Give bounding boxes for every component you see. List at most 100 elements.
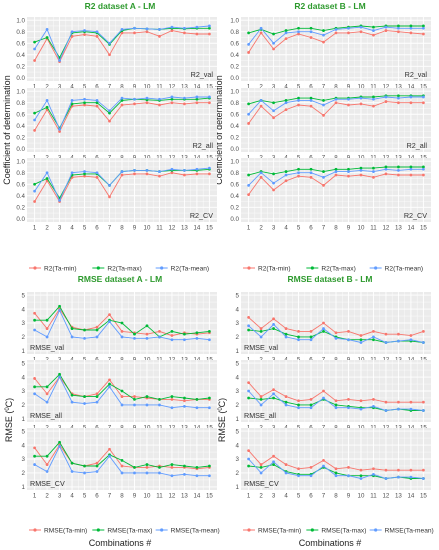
data-point-min (272, 454, 275, 458)
data-point-mean (359, 169, 363, 172)
data-point-min (359, 468, 363, 472)
x-tick-label: 1 (33, 84, 37, 91)
data-point-min (422, 468, 425, 472)
data-point-mean (145, 96, 149, 100)
data-point-min (183, 31, 186, 35)
legend-key-point-mean (160, 266, 164, 270)
data-point-mean (284, 403, 288, 407)
y-tick-label: 0.0 (16, 146, 25, 153)
x-axis-label-rmse-b: Combinations # (299, 538, 362, 548)
data-point-min (247, 51, 251, 54)
data-point-max (247, 396, 251, 400)
data-point-max (95, 464, 99, 468)
data-point-max (259, 465, 263, 469)
chart-title-r2-b: R2 dataset B - LM (294, 1, 365, 11)
data-point-mean (259, 171, 263, 175)
legend-entry-mean: RMSE(Ta-mean) (171, 527, 220, 534)
legend-entry-min: RMSE(Ta-min) (44, 527, 87, 534)
data-point-mean (145, 27, 149, 31)
data-point-mean (33, 118, 36, 122)
y-tick-label: 3 (236, 320, 240, 327)
y-tick-label: 4 (236, 306, 240, 313)
y-tick-label: 3 (22, 388, 26, 395)
legend-entry-mean: R2(Ta-mean) (385, 265, 423, 272)
data-point-max (45, 385, 49, 389)
x-tick-label: 13 (395, 84, 402, 91)
data-point-max (284, 332, 288, 336)
panel-1-0: 0.00.20.40.60.81.01 2 3 4 5 6 7 8 9 10 11 12 13 14 15R… (230, 17, 431, 91)
data-point-mean (145, 403, 149, 407)
data-point-min (45, 463, 49, 466)
data-point-max (297, 403, 300, 407)
panel-label: R2_all (193, 141, 214, 150)
data-point-min (309, 104, 313, 108)
data-point-min (108, 53, 111, 57)
data-point-min (422, 400, 425, 404)
y-tick-label: 5 (22, 428, 26, 435)
data-point-mean (145, 336, 149, 340)
panel-label: RMSE_val (30, 343, 64, 352)
x-tick-label: 13 (181, 225, 188, 232)
data-point-max (133, 332, 136, 336)
data-point-max (145, 395, 149, 398)
legend-key-point-max (96, 528, 100, 532)
data-point-max (284, 29, 288, 32)
y-tick-label: 3 (22, 320, 26, 327)
data-point-min (347, 174, 350, 178)
x-tick-label: 13 (395, 493, 402, 500)
data-point-min (359, 30, 363, 34)
x-tick-label: 2 (45, 84, 49, 91)
legend-entry-max: R2(Ta-max) (107, 265, 141, 272)
data-point-mean (272, 392, 275, 396)
data-point-mean (359, 341, 363, 344)
x-tick-label: 1 (33, 493, 37, 500)
data-point-min (384, 172, 388, 176)
data-point-mean (33, 463, 36, 466)
x-tick-label: 1 (33, 225, 37, 232)
data-point-mean (384, 167, 388, 171)
data-point-max (208, 26, 211, 30)
data-point-mean (347, 338, 350, 342)
x-tick-label: 9 (133, 84, 137, 91)
y-tick-label: 0.8 (16, 100, 25, 107)
data-point-mean (309, 30, 313, 34)
data-point-mean (170, 25, 174, 29)
data-point-min (297, 329, 300, 333)
y-tick-label: 5 (236, 360, 240, 367)
x-tick-label: 11 (156, 493, 163, 500)
x-tick-label: 3 (272, 84, 276, 91)
data-point-mean (397, 169, 400, 172)
data-point-min (372, 175, 375, 179)
x-tick-label: 1 (247, 225, 251, 232)
data-point-mean (95, 470, 99, 473)
panel-label: RMSE_val (244, 343, 278, 352)
data-point-min (108, 447, 111, 451)
data-point-mean (422, 167, 425, 171)
data-point-mean (422, 477, 425, 480)
panel-1-2: 0.00.20.40.60.81.01 2 3 4 5 6 7 8 9 10 11 12 13 14 15R… (230, 158, 431, 232)
data-point-mean (334, 474, 338, 478)
data-point-min (422, 173, 425, 177)
data-point-mean (309, 171, 313, 175)
data-point-mean (409, 475, 413, 479)
data-point-min (33, 311, 36, 315)
data-point-min (384, 468, 388, 472)
data-point-mean (359, 96, 363, 100)
data-point-max (247, 328, 251, 332)
data-point-min (297, 174, 300, 178)
data-point-min (284, 395, 288, 398)
data-point-max (133, 397, 136, 401)
data-point-mean (259, 26, 263, 30)
data-point-mean (45, 470, 49, 473)
legend-1: R2(Ta-min) R2(Ta-max) R2(Ta-mean) (243, 265, 423, 272)
data-point-mean (334, 170, 338, 173)
data-point-max (95, 395, 99, 398)
y-tick-label: 2 (236, 402, 240, 409)
data-point-min (297, 32, 300, 36)
data-point-mean (334, 336, 338, 340)
data-point-mean (108, 109, 111, 113)
data-point-mean (45, 171, 49, 175)
data-point-min (133, 395, 136, 398)
data-point-max (297, 96, 300, 100)
